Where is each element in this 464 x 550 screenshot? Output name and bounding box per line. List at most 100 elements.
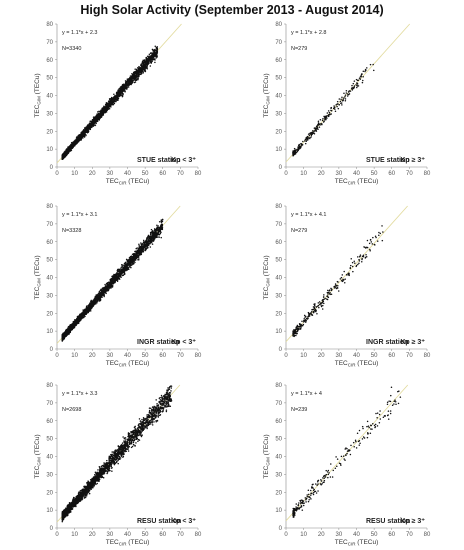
data-point [92,120,95,123]
data-point [292,155,294,157]
y-tick-label: 70 [275,40,282,46]
data-point [149,65,152,67]
data-point [140,73,142,76]
data-point [108,104,111,107]
data-point [305,139,308,141]
data-point [125,88,128,90]
data-point [106,108,109,110]
data-point [336,105,338,108]
data-point [359,78,362,80]
data-point [121,86,123,89]
data-point [314,127,317,129]
data-point [146,65,148,68]
data-point [323,115,325,118]
data-point [79,135,82,137]
data-point [341,104,343,106]
data-point [309,132,312,134]
data-point [310,133,313,136]
data-point [299,147,301,150]
data-point [295,151,297,154]
data-point [309,137,311,140]
data-point [319,118,322,121]
data-point [115,95,118,98]
data-point [138,74,140,76]
data-point [81,134,83,137]
data-point [304,140,306,142]
data-point [66,152,69,154]
x-tick-label: 20 [89,353,96,359]
y-tick-label: 40 [275,94,282,100]
data-point [113,102,116,105]
data-point [106,102,109,104]
data-point [322,117,324,120]
data-point [362,70,365,72]
data-point [78,134,80,137]
data-point [137,68,140,71]
data-point [134,68,136,70]
data-point [156,55,158,57]
x-tick-label: 10 [71,353,78,359]
y-tick-label: 80 [46,204,53,210]
data-point [84,130,86,133]
data-point [98,116,100,119]
data-point [94,124,96,127]
data-point [149,52,152,55]
data-point [145,58,148,60]
data-point [100,116,103,118]
y-axis-label: TECGIM (TECu) [34,73,42,117]
data-point [103,105,105,108]
data-point [93,119,96,122]
data-point [330,107,332,109]
data-point [130,79,133,81]
data-point [111,99,113,101]
data-point [70,143,72,146]
data-point [369,63,372,66]
y-tick-label: 60 [275,58,282,64]
data-point [122,89,125,91]
data-point [372,63,374,66]
data-point [147,58,150,60]
x-tick-label: 50 [142,171,149,177]
y-tick-label: 40 [46,276,53,282]
x-tick-label: 30 [336,171,343,177]
data-point [97,112,100,115]
data-point [137,72,140,75]
x-tick-label: 50 [371,171,378,177]
data-point [107,100,110,102]
data-point [142,59,144,61]
x-axis-label: TECCIR (TECu) [106,178,150,186]
data-point [133,78,135,81]
data-point [67,150,70,153]
x-tick-label: 20 [89,171,96,177]
y-tick-label: 0 [279,165,283,171]
data-point [101,109,103,111]
data-point [323,117,326,119]
data-point [113,93,115,95]
data-point [302,140,304,143]
data-point [135,71,138,73]
data-point [152,58,154,61]
data-point [99,110,102,112]
data-point [105,102,108,104]
data-point [353,85,356,87]
data-point [155,57,157,59]
y-tick-label: 10 [46,147,53,153]
data-point [129,75,132,77]
sample-count: N=279 [291,46,307,52]
x-tick-label: 10 [300,171,307,177]
data-point [117,93,120,95]
data-point [135,74,138,76]
data-point [339,100,342,103]
data-point [321,119,324,122]
data-point [117,90,120,93]
data-point [353,80,356,82]
data-point [61,158,64,160]
x-tick-label: 80 [195,171,202,177]
data-point [142,67,145,69]
data-point [351,84,353,87]
x-tick-label: 80 [195,353,202,359]
data-point [360,75,362,78]
data-point [110,103,113,106]
data-point [141,70,144,72]
